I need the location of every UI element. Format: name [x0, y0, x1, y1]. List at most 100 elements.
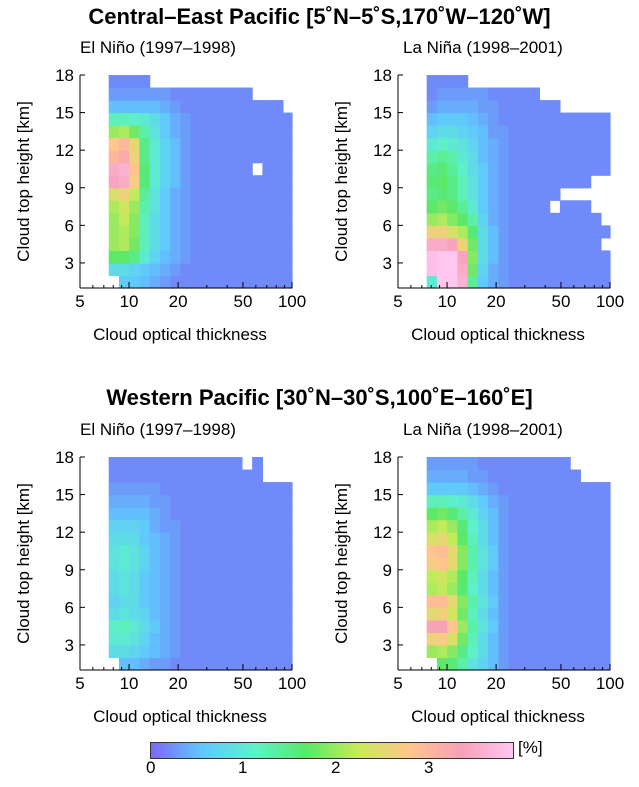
x-tick-label: 50 — [233, 292, 252, 311]
x-tick-label: 10 — [120, 674, 139, 693]
heatmap-cell — [262, 150, 274, 164]
heatmap-cell — [600, 519, 611, 533]
heatmap-cell — [549, 237, 561, 252]
heatmap-cell — [272, 494, 284, 508]
heatmap-cell — [252, 582, 264, 596]
heatmap-cell — [600, 532, 611, 546]
heatmap-cell — [241, 532, 253, 546]
heatmap-cell — [580, 644, 592, 659]
heatmap-cell — [580, 125, 592, 139]
heatmap-cell — [508, 150, 520, 164]
heatmap-cell — [529, 125, 541, 139]
y-tick-label: 9 — [383, 179, 392, 198]
heatmap-cell — [241, 87, 253, 101]
heatmap-cell — [200, 557, 212, 571]
heatmap-cell — [447, 212, 459, 226]
heatmap-cell — [559, 494, 571, 508]
heatmap-cell — [211, 557, 223, 571]
heatmap-cell — [559, 582, 571, 596]
heatmap-cell — [170, 187, 182, 201]
heatmap-cell — [529, 457, 541, 471]
heatmap-cell — [231, 582, 243, 596]
heatmap-cell — [211, 200, 223, 214]
heatmap-cell — [467, 250, 479, 264]
heatmap-cell — [262, 544, 274, 558]
heatmap-cell — [580, 250, 592, 264]
heatmap-cell — [190, 569, 202, 583]
heatmap-cell — [262, 112, 274, 126]
heatmap-cell — [252, 607, 264, 621]
heatmap-cell — [180, 469, 192, 483]
heatmap-cell — [498, 457, 510, 471]
heatmap-cell — [457, 237, 469, 252]
heatmap-cell — [272, 632, 284, 646]
heatmap-cell — [252, 532, 264, 546]
heatmap-cell — [231, 569, 243, 583]
heatmap-cell — [580, 137, 592, 151]
heatmap-cell — [139, 582, 151, 596]
heatmap-cell — [600, 275, 611, 289]
heatmap-cell — [200, 519, 212, 533]
heatmap-cell — [149, 632, 161, 646]
heatmap-cell — [570, 250, 582, 264]
heatmap-cell — [252, 262, 264, 277]
heatmap-cell — [231, 162, 243, 176]
heatmap-cell — [211, 212, 223, 226]
heatmap-cell — [529, 250, 541, 264]
heatmap-cell — [118, 262, 130, 277]
heatmap-cell — [180, 262, 192, 277]
heatmap-cell — [200, 225, 212, 239]
heatmap-cell — [498, 494, 510, 508]
heatmap-cell — [580, 557, 592, 571]
heatmap-cell — [539, 607, 551, 621]
heatmap-cell — [457, 507, 469, 521]
heatmap-cell — [282, 644, 293, 659]
heatmap-cell — [282, 125, 293, 139]
heatmap-cell — [139, 532, 151, 546]
heatmap-cell — [436, 544, 448, 558]
heatmap-cell — [488, 644, 500, 659]
heatmap-cell — [539, 212, 551, 226]
heatmap-cell — [518, 469, 530, 483]
heatmap-cell — [149, 532, 161, 546]
heatmap-cell — [149, 457, 161, 471]
heatmap-cell — [549, 137, 561, 151]
heatmap-cell — [252, 494, 264, 508]
heatmap-cell — [447, 582, 459, 596]
heatmap-cell — [477, 644, 489, 659]
heatmap-cell — [180, 644, 192, 659]
heatmap-cell — [129, 75, 141, 89]
heatmap-cell — [457, 469, 469, 483]
heatmap-cell — [508, 607, 520, 621]
heatmap-cell — [580, 162, 592, 176]
heatmap-cell — [447, 569, 459, 583]
heatmap-cell — [241, 112, 253, 126]
heatmap-cell — [539, 594, 551, 608]
heatmap-cell — [426, 75, 438, 89]
heatmap-cell — [477, 225, 489, 239]
heatmap-cell — [477, 619, 489, 634]
heatmap-cell — [241, 569, 253, 583]
heatmap-cell — [118, 482, 130, 496]
heatmap-cell — [221, 569, 233, 583]
heatmap-cell — [508, 657, 520, 671]
heatmap-cell — [488, 532, 500, 546]
heatmap-cell — [590, 607, 602, 621]
heatmap-cell — [241, 557, 253, 571]
heatmap-cell — [549, 100, 561, 114]
heatmap-cell — [467, 175, 479, 189]
heatmap-cell — [467, 519, 479, 533]
heatmap-cell — [149, 137, 161, 151]
heatmap-cell — [231, 100, 243, 114]
heatmap-cell — [180, 507, 192, 521]
heatmap-cell — [221, 532, 233, 546]
heatmap-cell — [190, 175, 202, 189]
heatmap-cell — [139, 237, 151, 252]
heatmap-cell — [139, 544, 151, 558]
heatmap-cell — [129, 112, 141, 126]
heatmap-cell — [282, 275, 293, 289]
heatmap-cell — [118, 187, 130, 201]
heatmap-cells — [108, 75, 293, 289]
heatmap-cell — [457, 125, 469, 139]
heatmap-cell — [457, 200, 469, 214]
